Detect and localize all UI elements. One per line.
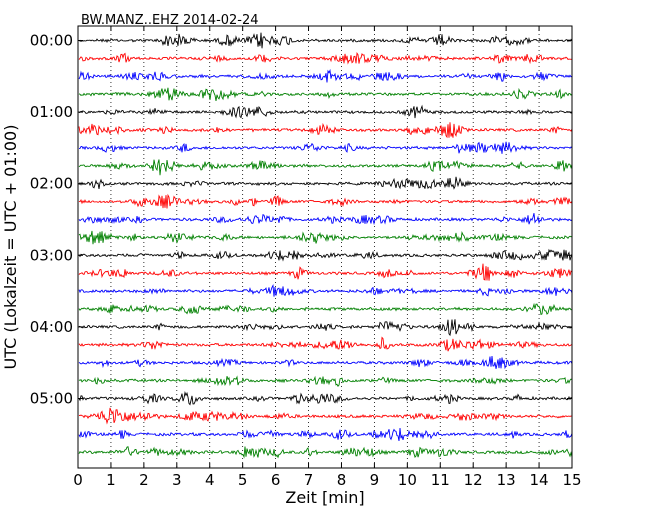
trace-line	[78, 391, 573, 406]
trace-line	[78, 284, 573, 297]
x-tick-label: 10	[398, 471, 417, 489]
trace-line	[78, 263, 573, 281]
x-axis-label: Zeit [min]	[285, 488, 364, 507]
y-axis-label: UTC (Lokalzeit = UTC + 01:00)	[1, 125, 20, 370]
trace-line	[78, 356, 573, 370]
y-tick-label: 01:00	[30, 103, 73, 121]
trace-line	[78, 336, 573, 352]
trace-line	[78, 407, 573, 425]
trace-line	[78, 122, 573, 139]
trace-line	[78, 141, 573, 154]
x-tick-label: 4	[205, 471, 215, 489]
x-tick-label: 0	[73, 471, 83, 489]
y-tick-label: 02:00	[30, 175, 73, 193]
trace-line	[78, 427, 573, 442]
x-tick-label: 3	[172, 471, 182, 489]
x-tick-label: 9	[370, 471, 380, 489]
x-tick-label: 5	[238, 471, 248, 489]
trace-line	[78, 159, 573, 176]
trace-line	[78, 248, 573, 262]
x-tick-label: 14	[530, 471, 549, 489]
trace-line	[78, 375, 573, 388]
trace-line	[78, 104, 573, 119]
trace-line	[78, 193, 573, 209]
trace-line	[78, 68, 573, 83]
seismogram-traces	[78, 32, 573, 459]
plot-frame	[77, 25, 573, 469]
trace-line	[78, 213, 573, 226]
y-tick-label: 05:00	[30, 390, 73, 408]
x-tick-label: 7	[304, 471, 314, 489]
vertical-grid	[110, 26, 540, 468]
trace-line	[78, 51, 573, 65]
y-tick-label: 03:00	[30, 246, 73, 264]
x-axis-ticks: 0 1 2 3 4 5 6 7 8 9 10 11 12 13 14 15	[73, 26, 582, 489]
trace-line	[78, 319, 573, 337]
x-tick-label: 1	[106, 471, 116, 489]
trace-line	[78, 302, 573, 316]
trace-line	[78, 230, 573, 245]
x-tick-label: 11	[431, 471, 450, 489]
trace-line	[78, 32, 573, 49]
trace-line	[78, 176, 573, 190]
x-tick-label: 15	[562, 471, 581, 489]
y-axis-ticks: 00:00 01:00 02:00 03:00 04:00 05:00	[30, 32, 572, 408]
x-tick-label: 6	[271, 471, 281, 489]
x-tick-label: 8	[337, 471, 347, 489]
y-tick-label: 04:00	[30, 318, 73, 336]
x-tick-label: 12	[464, 471, 483, 489]
chart-title: BW.MANZ..EHZ 2014-02-24	[81, 13, 259, 28]
trace-line	[78, 87, 573, 101]
x-tick-label: 2	[139, 471, 149, 489]
x-tick-label: 13	[497, 471, 516, 489]
trace-line	[78, 446, 573, 459]
y-tick-label: 00:00	[30, 32, 73, 50]
